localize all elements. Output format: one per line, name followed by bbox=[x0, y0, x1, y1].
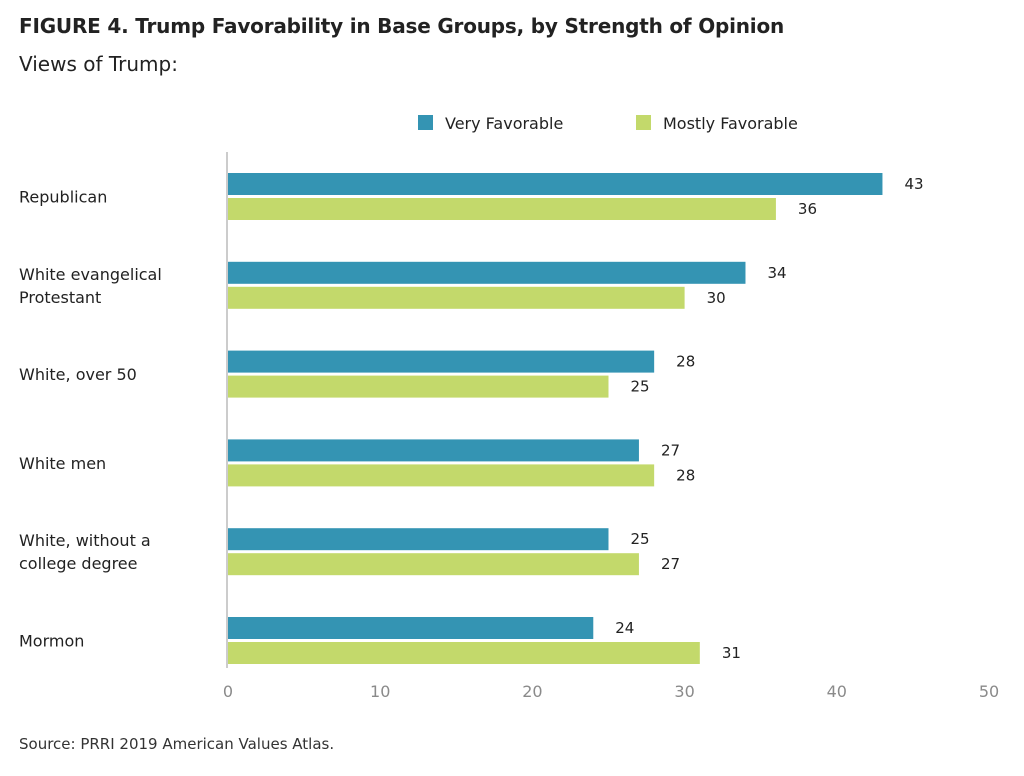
legend-label: Very Favorable bbox=[445, 114, 563, 133]
source-note: Source: PRRI 2019 American Values Atlas. bbox=[19, 735, 335, 753]
data-label: 36 bbox=[798, 200, 817, 218]
bar-mostly-favorable bbox=[228, 464, 655, 487]
x-tick-label: 10 bbox=[370, 682, 390, 701]
category-label: Mormon bbox=[19, 632, 84, 651]
category-label: White men bbox=[19, 454, 106, 473]
x-tick-label: 50 bbox=[979, 682, 999, 701]
data-label: 34 bbox=[767, 264, 786, 282]
chart-subtitle: Views of Trump: bbox=[19, 52, 178, 76]
data-label: 28 bbox=[676, 466, 695, 484]
bar-mostly-favorable bbox=[228, 375, 609, 398]
bar-very-favorable bbox=[228, 617, 594, 639]
category-label: White, over 50 bbox=[19, 365, 137, 384]
bars-layer: 43 36 34 30 28 25 27 28 25 27 24 31 bbox=[228, 173, 924, 664]
x-tick-label: 40 bbox=[827, 682, 847, 701]
data-label: 30 bbox=[707, 289, 726, 307]
data-label: 28 bbox=[676, 353, 695, 371]
bar-mostly-favorable bbox=[228, 642, 700, 664]
data-label: 31 bbox=[722, 644, 741, 662]
x-tick-label: 30 bbox=[674, 682, 694, 701]
chart-title: FIGURE 4. Trump Favorability in Base Gro… bbox=[19, 14, 785, 38]
category-label: White evangelical Protestant bbox=[19, 265, 162, 307]
legend-swatch-mostly-favorable bbox=[636, 115, 651, 130]
data-label: 25 bbox=[631, 378, 650, 396]
bar-very-favorable bbox=[228, 528, 609, 551]
bar-mostly-favorable bbox=[228, 286, 685, 309]
legend-swatch-very-favorable bbox=[418, 115, 433, 130]
x-tick-label: 20 bbox=[522, 682, 542, 701]
bar-mostly-favorable bbox=[228, 198, 776, 220]
category-label: White, without a college degree bbox=[19, 531, 151, 573]
data-label: 25 bbox=[631, 530, 650, 548]
x-axis: 0 10 20 30 40 50 bbox=[223, 152, 999, 701]
bar-very-favorable bbox=[228, 173, 883, 195]
bar-very-favorable bbox=[228, 350, 655, 373]
data-label: 43 bbox=[904, 175, 923, 193]
category-labels: Republican White evangelical Protestant Whi… bbox=[19, 188, 162, 651]
data-label: 27 bbox=[661, 441, 680, 459]
bar-mostly-favorable bbox=[228, 553, 639, 576]
category-label: Republican bbox=[19, 188, 107, 207]
data-label: 24 bbox=[615, 619, 634, 637]
x-tick-label: 0 bbox=[223, 682, 233, 701]
bar-very-favorable bbox=[228, 439, 639, 462]
legend: Very Favorable Mostly Favorable bbox=[418, 114, 798, 133]
bar-very-favorable bbox=[228, 261, 746, 284]
legend-label: Mostly Favorable bbox=[663, 114, 798, 133]
data-label: 27 bbox=[661, 555, 680, 573]
